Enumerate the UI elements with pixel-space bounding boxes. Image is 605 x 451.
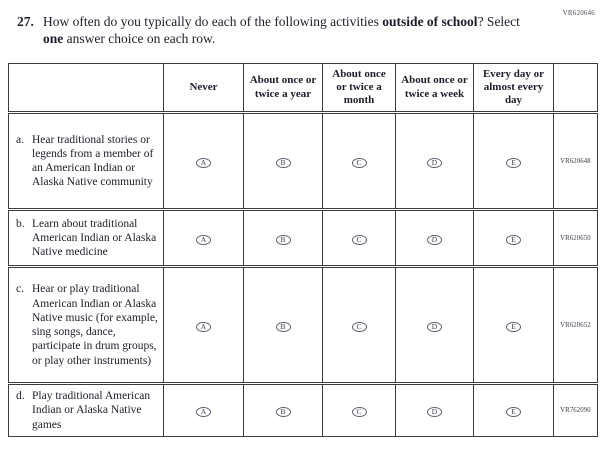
- question-text-seg2: ? Select: [477, 14, 520, 29]
- answer-bubble-c-week[interactable]: D: [427, 321, 442, 332]
- row-d-letter: d.: [16, 390, 25, 402]
- answer-bubble-d-week[interactable]: D: [427, 407, 442, 418]
- row-c-text: Hear or play traditional American Indian…: [32, 283, 158, 367]
- row-a-text: Hear traditional stories or legends from…: [32, 133, 154, 189]
- row-c-cell-everyday: E: [473, 265, 554, 384]
- row-d-cell-everyday: E: [473, 382, 554, 437]
- row-a-cell-everyday: E: [473, 111, 554, 210]
- answer-bubble-d-everyday[interactable]: E: [506, 407, 521, 418]
- answer-bubble-d-never[interactable]: A: [196, 407, 211, 418]
- question-block: 27. How often do you typically do each o…: [17, 13, 542, 47]
- answer-bubble-c-month[interactable]: C: [351, 321, 367, 332]
- row-a-cell-month: C: [322, 111, 396, 210]
- row-c-label-cell: c. Hear or play traditional American Ind…: [8, 265, 164, 384]
- row-c-cell-week: D: [395, 265, 474, 384]
- table-row-b: b. Learn about traditional American Indi…: [8, 208, 598, 267]
- row-a-cell-never: A: [163, 111, 244, 210]
- question-text-bold-one: one: [43, 31, 64, 46]
- form-code-top-right: VR620646: [562, 9, 595, 17]
- answer-bubble-b-year[interactable]: B: [275, 234, 291, 245]
- row-d-code: VR762090: [553, 382, 598, 437]
- row-a-cell-week: D: [395, 111, 474, 210]
- header-once-twice-week: About once or twice a week: [395, 63, 474, 114]
- answer-bubble-b-never[interactable]: A: [196, 234, 211, 245]
- answer-bubble-b-month[interactable]: C: [351, 234, 367, 245]
- answer-bubble-d-month[interactable]: C: [351, 407, 367, 418]
- row-b-cell-month: C: [322, 208, 396, 267]
- question-text-seg1: How often do you typically do each of th…: [43, 14, 383, 29]
- row-a-label-cell: a. Hear traditional stories or legends f…: [8, 111, 164, 210]
- header-every-day: Every day or almost every day: [473, 63, 554, 114]
- answer-bubble-b-everyday[interactable]: E: [506, 234, 521, 245]
- answer-bubble-a-never[interactable]: A: [196, 157, 211, 168]
- row-b-code: VR620650: [553, 208, 598, 267]
- header-code-blank: [553, 63, 598, 114]
- frequency-matrix-table: Never About once or twice a year About o…: [8, 63, 598, 437]
- row-d-cell-month: C: [322, 382, 396, 437]
- table-row-c: c. Hear or play traditional American Ind…: [8, 265, 598, 384]
- row-b-label-cell: b. Learn about traditional American Indi…: [8, 208, 164, 267]
- header-row: Never About once or twice a year About o…: [8, 63, 598, 114]
- table-row-d: d. Play traditional American Indian or A…: [8, 382, 598, 437]
- answer-bubble-b-week[interactable]: D: [427, 234, 442, 245]
- row-c-code: VR620652: [553, 265, 598, 384]
- row-d-text: Play traditional American Indian or Alas…: [32, 390, 151, 431]
- row-b-cell-week: D: [395, 208, 474, 267]
- question-text-bold-outside-of-school: outside of school: [382, 14, 478, 29]
- question-text: How often do you typically do each of th…: [43, 13, 542, 47]
- row-a-letter: a.: [16, 133, 24, 146]
- row-a-cell-year: B: [243, 111, 323, 210]
- answer-bubble-a-week[interactable]: D: [427, 157, 442, 168]
- answer-bubble-a-month[interactable]: C: [351, 157, 367, 168]
- header-never: Never: [163, 63, 244, 114]
- question-number: 27.: [17, 14, 34, 29]
- answer-bubble-c-everyday[interactable]: E: [506, 321, 521, 332]
- answer-bubble-a-year[interactable]: B: [275, 157, 291, 168]
- header-once-twice-month: About once or twice a month: [322, 63, 396, 114]
- answer-bubble-c-never[interactable]: A: [196, 321, 211, 332]
- row-b-text: Learn about traditional American Indian …: [32, 217, 157, 259]
- row-b-cell-never: A: [163, 208, 244, 267]
- row-a-code: VR620648: [553, 111, 598, 210]
- row-b-letter: b.: [16, 217, 25, 230]
- answer-bubble-a-everyday[interactable]: E: [506, 157, 521, 168]
- row-d-cell-never: A: [163, 382, 244, 437]
- row-d-cell-year: B: [243, 382, 323, 437]
- header-once-twice-year: About once or twice a year: [243, 63, 323, 114]
- question-text-seg3: answer choice on each row.: [63, 31, 216, 46]
- answer-bubble-c-year[interactable]: B: [275, 321, 291, 332]
- row-b-cell-everyday: E: [473, 208, 554, 267]
- row-c-cell-never: A: [163, 265, 244, 384]
- header-blank: [8, 63, 164, 114]
- table-row-a: a. Hear traditional stories or legends f…: [8, 111, 598, 210]
- row-c-letter: c.: [16, 283, 24, 296]
- row-d-cell-week: D: [395, 382, 474, 437]
- answer-bubble-d-year[interactable]: B: [275, 407, 291, 418]
- row-c-cell-month: C: [322, 265, 396, 384]
- row-c-cell-year: B: [243, 265, 323, 384]
- row-d-label-cell: d. Play traditional American Indian or A…: [8, 382, 164, 437]
- row-b-cell-year: B: [243, 208, 323, 267]
